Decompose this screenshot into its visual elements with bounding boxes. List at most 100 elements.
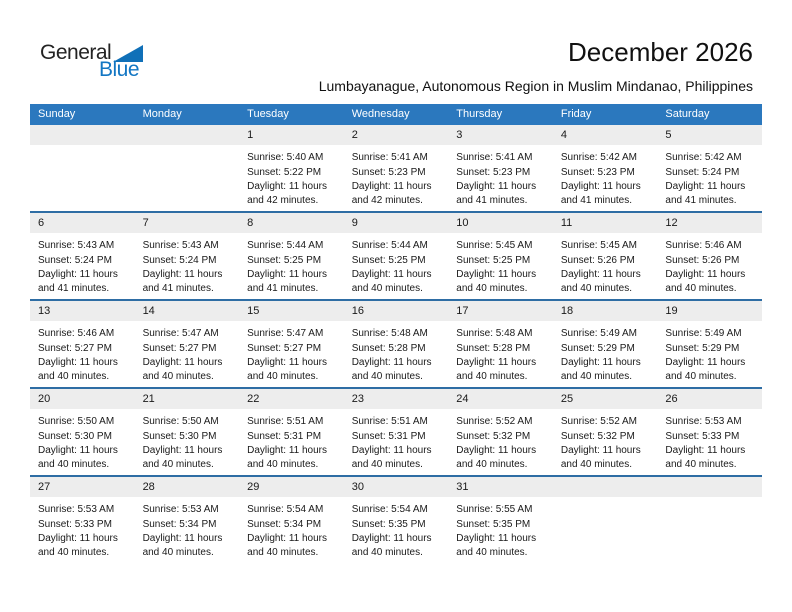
daylight-text: Daylight: 11 hours and 40 minutes. [142, 357, 223, 382]
day-cell-11: 11 Sunrise: 5:45 AM Sunset: 5:26 PM Dayligh… [552, 213, 658, 299]
sunset-text: Sunset: 5:29 PM [665, 342, 740, 354]
week-row: 20 Sunrise: 5:50 AM Sunset: 5:30 PM Dayligh… [30, 387, 762, 475]
sunset-text: Sunset: 5:23 PM [351, 166, 426, 178]
logo-general-text: General [40, 41, 112, 64]
day-detail [657, 497, 762, 563]
logo-blue-text: Blue [99, 58, 140, 81]
daylight-text: Daylight: 11 hours and 40 minutes. [247, 357, 327, 382]
daylight-text: Daylight: 11 hours and 42 minutes. [351, 181, 432, 206]
sunrise-text: Sunrise: 5:41 AM [456, 152, 533, 163]
sunset-text: Sunset: 5:23 PM [560, 166, 635, 178]
sunrise-text: Sunrise: 5:49 AM [560, 328, 637, 339]
calendar-table: Sunday Monday Tuesday Wednesday Thursday Frid… [30, 104, 762, 563]
weekday-header-friday: Friday [560, 108, 592, 120]
daylight-text: Daylight: 11 hours and 40 minutes. [142, 533, 223, 558]
sunset-text: Sunset: 5:33 PM [38, 518, 112, 530]
sunset-text: Sunset: 5:27 PM [142, 342, 217, 354]
day-cell-10: 10 Sunrise: 5:45 AM Sunset: 5:25 PM Dayligh… [448, 213, 553, 299]
day-cell-30: 30 Sunrise: 5:54 AM Sunset: 5:35 PM Dayligh… [343, 477, 449, 563]
day-detail: Sunrise: 5:51 AM Sunset: 5:31 PM Daylight:… [239, 409, 344, 475]
day-number: 10 [448, 213, 553, 233]
daylight-text: Daylight: 11 hours and 40 minutes. [38, 533, 118, 558]
day-cell-1: 1 Sunrise: 5:40 AM Sunset: 5:22 PM Daylight… [239, 125, 344, 211]
day-detail: Sunrise: 5:52 AM Sunset: 5:32 PM Daylight:… [448, 409, 553, 475]
day-number: 22 [239, 389, 344, 409]
sunset-text: Sunset: 5:23 PM [456, 166, 531, 178]
week-row: 27 Sunrise: 5:53 AM Sunset: 5:33 PM Dayligh… [30, 475, 762, 563]
day-cell-17: 17 Sunrise: 5:48 AM Sunset: 5:28 PM Dayligh… [448, 301, 553, 387]
day-detail: Sunrise: 5:43 AM Sunset: 5:24 PM Daylight:… [30, 233, 135, 299]
general-blue-logo: General Blue [40, 41, 144, 81]
day-cell-12: 12 Sunrise: 5:46 AM Sunset: 5:26 PM Dayligh… [657, 213, 762, 299]
day-detail: Sunrise: 5:42 AM Sunset: 5:24 PM Daylight:… [657, 145, 762, 211]
day-number: 1 [239, 125, 344, 145]
day-number: 16 [343, 301, 449, 321]
sunset-text: Sunset: 5:22 PM [247, 166, 322, 178]
sunrise-text: Sunrise: 5:51 AM [351, 416, 428, 427]
empty-day-cell [134, 125, 240, 211]
weekday-header-monday: Monday [142, 108, 182, 120]
day-detail: Sunrise: 5:46 AM Sunset: 5:27 PM Daylight:… [30, 321, 135, 387]
weekday-header-saturday: Saturday [665, 108, 710, 120]
location-subtitle: Lumbayanague, Autonomous Region in Musli… [318, 77, 753, 94]
sunset-text: Sunset: 5:25 PM [247, 254, 322, 266]
sunset-text: Sunset: 5:31 PM [351, 430, 426, 442]
sunset-text: Sunset: 5:27 PM [38, 342, 112, 354]
weekday-header-sunday: Sunday [38, 108, 76, 120]
sunrise-text: Sunrise: 5:44 AM [247, 240, 324, 251]
daylight-text: Daylight: 11 hours and 40 minutes. [247, 445, 327, 470]
day-cell-24: 24 Sunrise: 5:52 AM Sunset: 5:32 PM Dayligh… [448, 389, 553, 475]
sunset-text: Sunset: 5:25 PM [456, 254, 531, 266]
day-detail [30, 145, 135, 211]
week-row: 6 Sunrise: 5:43 AM Sunset: 5:24 PM Daylight… [30, 211, 762, 299]
daylight-text: Daylight: 11 hours and 40 minutes. [560, 357, 641, 382]
day-detail: Sunrise: 5:49 AM Sunset: 5:29 PM Daylight:… [657, 321, 762, 387]
day-number [134, 125, 240, 145]
daylight-text: Daylight: 11 hours and 40 minutes. [560, 445, 641, 470]
sunset-text: Sunset: 5:30 PM [38, 430, 112, 442]
day-detail: Sunrise: 5:49 AM Sunset: 5:29 PM Daylight:… [553, 321, 658, 387]
daylight-text: Daylight: 11 hours and 40 minutes. [351, 357, 432, 382]
day-cell-22: 22 Sunrise: 5:51 AM Sunset: 5:31 PM Dayligh… [239, 389, 344, 475]
sunrise-text: Sunrise: 5:50 AM [38, 416, 115, 427]
day-number: 19 [657, 301, 762, 321]
day-number: 27 [30, 477, 135, 497]
day-detail [553, 497, 658, 563]
weekday-header-row: Sunday Monday Tuesday Wednesday Thursday Frid… [30, 104, 762, 125]
sunrise-text: Sunrise: 5:50 AM [142, 416, 219, 427]
daylight-text: Daylight: 11 hours and 40 minutes. [38, 357, 118, 382]
day-cell-25: 25 Sunrise: 5:52 AM Sunset: 5:32 PM Dayligh… [552, 389, 658, 475]
day-number [30, 125, 135, 145]
day-number: 2 [343, 125, 449, 145]
day-number: 31 [448, 477, 553, 497]
daylight-text: Daylight: 11 hours and 40 minutes. [665, 445, 746, 470]
daylight-text: Daylight: 11 hours and 41 minutes. [38, 269, 118, 294]
day-cell-8: 8 Sunrise: 5:44 AM Sunset: 5:25 PM Daylight… [239, 213, 344, 299]
day-number [552, 477, 658, 497]
sunset-text: Sunset: 5:32 PM [560, 430, 635, 442]
sunset-text: Sunset: 5:24 PM [142, 254, 217, 266]
day-detail: Sunrise: 5:44 AM Sunset: 5:25 PM Daylight:… [344, 233, 449, 299]
day-cell-6: 6 Sunrise: 5:43 AM Sunset: 5:24 PM Daylight… [30, 213, 135, 299]
sunrise-text: Sunrise: 5:53 AM [142, 504, 219, 515]
sunset-text: Sunset: 5:34 PM [142, 518, 217, 530]
day-cell-21: 21 Sunrise: 5:50 AM Sunset: 5:30 PM Dayligh… [134, 389, 240, 475]
day-detail: Sunrise: 5:45 AM Sunset: 5:26 PM Daylight:… [553, 233, 658, 299]
sunset-text: Sunset: 5:35 PM [351, 518, 426, 530]
day-cell-28: 28 Sunrise: 5:53 AM Sunset: 5:34 PM Dayligh… [134, 477, 240, 563]
day-detail: Sunrise: 5:47 AM Sunset: 5:27 PM Daylight:… [239, 321, 344, 387]
sunrise-text: Sunrise: 5:55 AM [456, 504, 533, 515]
day-number: 25 [552, 389, 658, 409]
day-detail: Sunrise: 5:42 AM Sunset: 5:23 PM Daylight:… [553, 145, 658, 211]
daylight-text: Daylight: 11 hours and 40 minutes. [665, 357, 746, 382]
daylight-text: Daylight: 11 hours and 40 minutes. [142, 445, 223, 470]
day-number: 21 [134, 389, 240, 409]
sunrise-text: Sunrise: 5:41 AM [351, 152, 428, 163]
month-title: December 2026 [568, 37, 753, 67]
day-detail: Sunrise: 5:44 AM Sunset: 5:25 PM Daylight:… [239, 233, 344, 299]
weekday-header-tuesday: Tuesday [247, 108, 289, 120]
sunrise-text: Sunrise: 5:46 AM [665, 240, 742, 251]
day-cell-23: 23 Sunrise: 5:51 AM Sunset: 5:31 PM Dayligh… [343, 389, 449, 475]
sunrise-text: Sunrise: 5:48 AM [456, 328, 533, 339]
sunrise-text: Sunrise: 5:54 AM [247, 504, 324, 515]
